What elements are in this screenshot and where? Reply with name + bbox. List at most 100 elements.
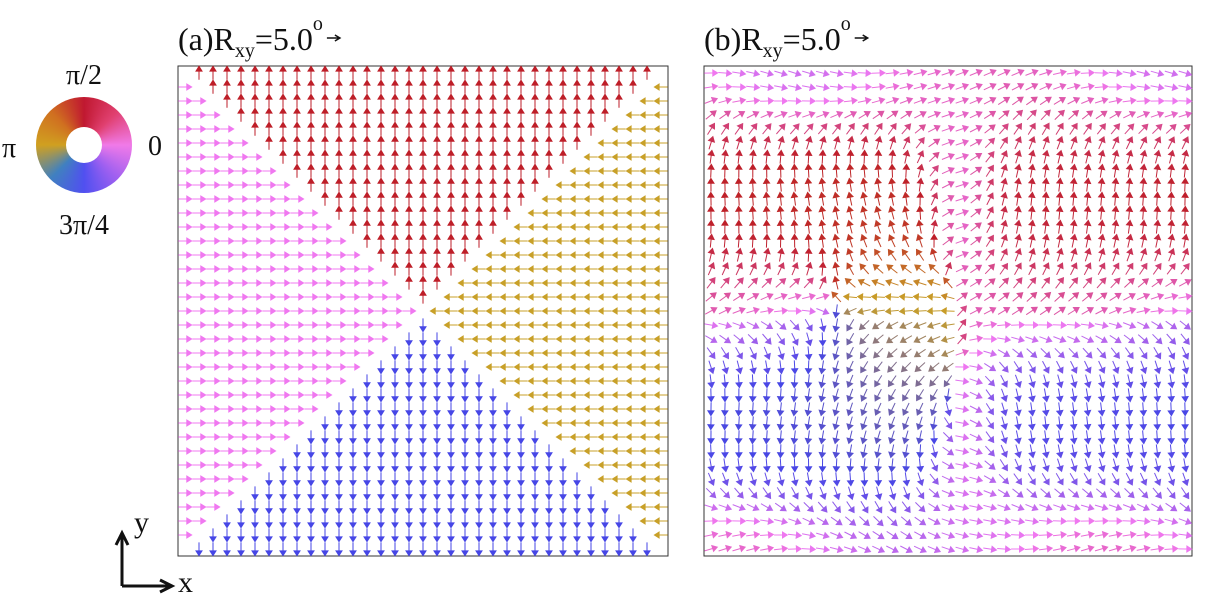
arrow (262, 349, 277, 357)
arrow (902, 389, 911, 402)
arrow (884, 307, 899, 316)
arrow (999, 361, 1009, 373)
arrow (276, 377, 291, 385)
arrow (611, 195, 626, 203)
arrow (611, 279, 626, 287)
arrow (377, 374, 385, 389)
arrow (223, 79, 231, 94)
arrow (541, 321, 556, 329)
arrow (527, 265, 542, 273)
arrow (318, 335, 333, 343)
arrow (307, 472, 315, 487)
arrow (517, 121, 525, 136)
arrow (475, 444, 483, 459)
arrow (1150, 306, 1165, 315)
arrow (335, 93, 343, 108)
arrow (860, 149, 869, 164)
arrow (1070, 135, 1078, 150)
arrow (475, 79, 483, 94)
arrow (969, 377, 983, 386)
arrow (321, 135, 329, 150)
arrow (262, 279, 277, 287)
arrow (1069, 473, 1078, 486)
arrow (290, 321, 305, 329)
arrow (1180, 333, 1190, 345)
arrow (970, 264, 983, 274)
arrow (762, 416, 771, 431)
arrow (749, 149, 757, 164)
arrow (748, 219, 757, 234)
arrow (377, 402, 385, 417)
arrow (559, 135, 567, 150)
arrow (391, 79, 399, 94)
arrow (293, 472, 301, 487)
arrow (587, 500, 595, 515)
arrow (817, 123, 828, 135)
arrow (335, 472, 343, 487)
arrow (489, 163, 497, 178)
arrow (569, 391, 584, 399)
arrow (237, 542, 245, 557)
arrow (955, 194, 970, 203)
arrow (1096, 123, 1106, 135)
arrow (943, 388, 952, 403)
arrow (983, 489, 997, 498)
arrow (195, 542, 203, 557)
arrow (192, 335, 207, 343)
arrow (447, 360, 455, 375)
arrow (178, 531, 193, 539)
arrow (746, 96, 761, 105)
arrow (653, 517, 668, 525)
arrow (461, 360, 469, 375)
arrow (391, 65, 399, 80)
arrow (597, 349, 612, 357)
arrow (1097, 149, 1106, 164)
arrow (377, 93, 385, 108)
arrow (555, 265, 570, 273)
arrow (625, 279, 640, 287)
arrow (643, 542, 651, 557)
arrow (721, 472, 730, 487)
arrow (265, 514, 273, 529)
arrow (251, 542, 259, 557)
arrow (276, 265, 291, 273)
arrow (818, 416, 827, 431)
arrow (874, 472, 883, 487)
arrow (1081, 110, 1094, 120)
arrow (234, 195, 249, 203)
arrow (986, 192, 994, 206)
arrow (349, 388, 357, 403)
arrow (527, 349, 542, 357)
arrow (611, 237, 626, 245)
arrow (1112, 360, 1120, 374)
arrow (374, 279, 389, 287)
arrow (705, 487, 717, 499)
arrow (209, 542, 217, 557)
arrow (1038, 321, 1054, 329)
arrow (499, 265, 514, 273)
arrow (1056, 233, 1064, 248)
arrow (858, 320, 870, 331)
arrow (611, 419, 626, 427)
arrow (377, 458, 385, 473)
arrow (293, 458, 301, 473)
arrow (1083, 430, 1092, 445)
arrow (846, 233, 854, 248)
arrow (1178, 97, 1193, 105)
arrow (955, 110, 970, 119)
arrow (587, 107, 595, 122)
arrow (391, 107, 399, 122)
arrow (391, 121, 399, 136)
arrow (899, 321, 913, 330)
arrow (639, 125, 654, 133)
arrow (349, 177, 357, 192)
arrow (1111, 374, 1120, 389)
arrow (587, 542, 595, 557)
arrow (513, 377, 528, 385)
arrow (832, 163, 841, 178)
arrow (1181, 416, 1189, 431)
arrow (1041, 430, 1050, 445)
arrow (517, 135, 525, 150)
arrow (192, 377, 207, 385)
arrow (597, 209, 612, 217)
